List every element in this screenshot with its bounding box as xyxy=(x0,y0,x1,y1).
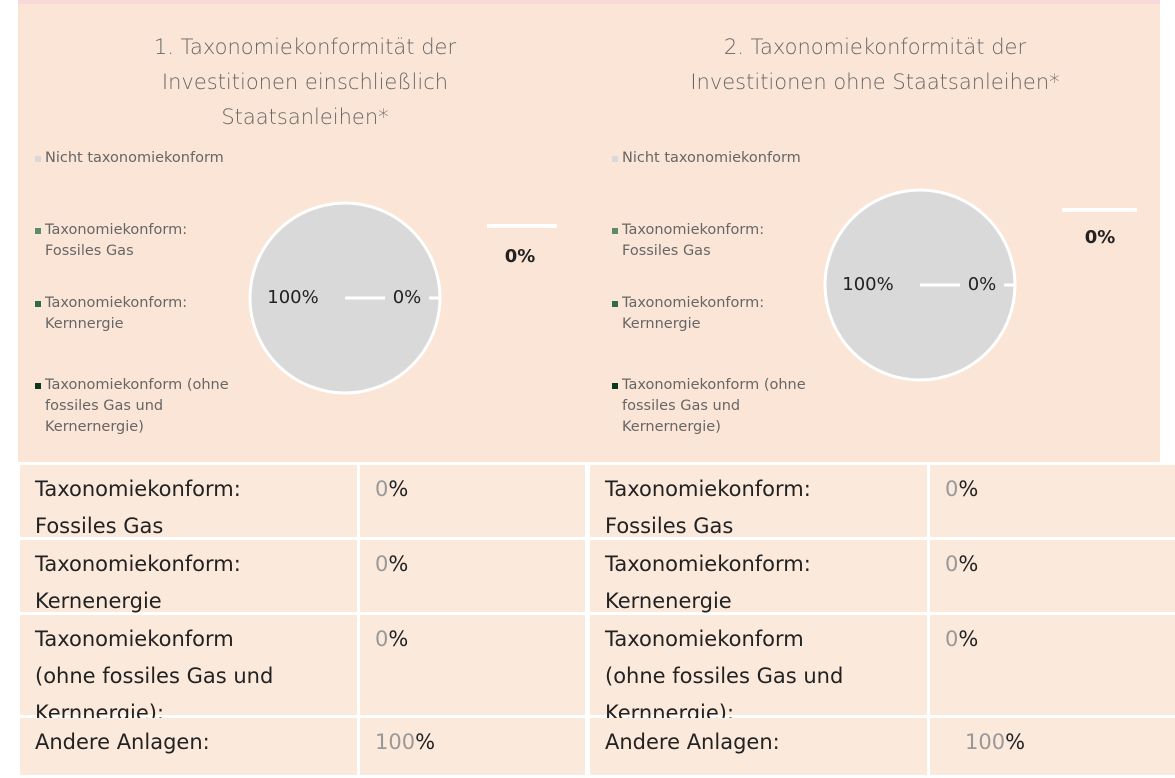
data-label: 0% xyxy=(505,246,536,267)
cell-label: Taxonomiekonform (ohne fossiles Gas und … xyxy=(605,627,844,725)
cell-label: Taxonomiekonform: Kernenergie xyxy=(605,552,811,613)
legend-item: Taxonomiekonform: Fossiles Gas xyxy=(612,220,812,262)
legend-label: Nicht taxonomiekonform xyxy=(622,150,801,166)
legend-label: Taxonomiekonform: Kernnergie xyxy=(622,295,765,332)
legend-swatch xyxy=(612,228,618,234)
table-cell: 0% xyxy=(930,615,1175,718)
table-cell: 0% xyxy=(360,540,585,615)
cell-value: 0 xyxy=(945,552,959,576)
legend-item: Taxonomiekonform (ohne fossiles Gas und … xyxy=(612,375,812,438)
data-label: 0% xyxy=(393,287,422,308)
table-cell: Taxonomiekonform: Fossiles Gas xyxy=(20,465,357,540)
legend-swatch xyxy=(35,301,41,307)
legend-label: Taxonomiekonform (ohne fossiles Gas und … xyxy=(45,377,229,435)
cell-value: 0 xyxy=(945,477,959,501)
table-cell: Andere Anlagen: xyxy=(20,718,357,778)
table-cell: 0% xyxy=(930,465,1175,540)
legend-item: Nicht taxonomiekonform xyxy=(612,148,812,169)
table-cell: 100% xyxy=(930,718,1175,778)
label-bg xyxy=(960,273,1004,297)
table-cell: Taxonomiekonform (ohne fossiles Gas und … xyxy=(590,615,927,725)
cell-label: Taxonomiekonform: Fossiles Gas xyxy=(35,477,241,538)
legend-item: Taxonomiekonform: Kernnergie xyxy=(35,293,235,335)
legend-swatch xyxy=(612,156,618,162)
cell-label: Taxonomiekonform: Fossiles Gas xyxy=(605,477,811,538)
legend-item: Taxonomiekonform: Kernnergie xyxy=(612,293,812,335)
cell-value: 0 xyxy=(945,627,959,651)
legend-item: Taxonomiekonform (ohne fossiles Gas und … xyxy=(35,375,235,438)
chart-title: 2. Taxonomiekonformität der Investitione… xyxy=(690,35,1060,94)
table-cell: Taxonomiekonform: Kernenergie xyxy=(590,540,927,615)
legend-label: Taxonomiekonform (ohne fossiles Gas und … xyxy=(622,377,806,435)
data-label: 100% xyxy=(267,287,318,308)
legend-item: Nicht taxonomiekonform xyxy=(35,148,235,169)
cell-label: Taxonomiekonform (ohne fossiles Gas und … xyxy=(35,627,274,725)
cell-unit: % xyxy=(388,627,409,651)
table-cell: 0% xyxy=(360,615,585,718)
legend-swatch xyxy=(35,383,41,389)
table-cell: 0% xyxy=(360,465,585,540)
legend-item: Taxonomiekonform: Fossiles Gas xyxy=(35,220,235,262)
cell-unit: % xyxy=(958,627,979,651)
legend-label: Taxonomiekonform: Kernnergie xyxy=(45,295,188,332)
cell-unit: % xyxy=(415,730,436,754)
legend-label: Nicht taxonomiekonform xyxy=(45,150,224,166)
legend-swatch xyxy=(35,228,41,234)
legend-swatch xyxy=(612,383,618,389)
table-cell: 0% xyxy=(930,540,1175,615)
cell-unit: % xyxy=(388,552,409,576)
cell-value: 100 xyxy=(375,730,416,754)
cell-label: Taxonomiekonform: Kernenergie xyxy=(35,552,241,613)
legend-label: Taxonomiekonform: Fossiles Gas xyxy=(622,222,765,259)
data-label: 0% xyxy=(1085,227,1116,248)
cell-unit: % xyxy=(388,477,409,501)
legend-swatch xyxy=(35,156,41,162)
cell-value: 0 xyxy=(375,477,389,501)
table-cell: 100% xyxy=(360,718,585,778)
cell-label: Andere Anlagen: xyxy=(605,730,780,754)
table-cell: Taxonomiekonform: Fossiles Gas xyxy=(590,465,927,540)
cell-unit: % xyxy=(958,477,979,501)
cell-unit: % xyxy=(1005,730,1026,754)
cell-value: 0 xyxy=(375,627,389,651)
data-label: 100% xyxy=(842,274,893,295)
chart-title: 1. Taxonomiekonformität der Investitione… xyxy=(153,35,457,129)
cell-value: 100 xyxy=(965,730,1006,754)
label-bg xyxy=(385,286,429,310)
cell-label: Andere Anlagen: xyxy=(35,730,210,754)
legend-swatch xyxy=(612,301,618,307)
data-label: 0% xyxy=(968,274,997,295)
table-cell: Taxonomiekonform: Kernenergie xyxy=(20,540,357,615)
legend-label: Taxonomiekonform: Fossiles Gas xyxy=(45,222,188,259)
table-cell: Taxonomiekonform (ohne fossiles Gas und … xyxy=(20,615,357,725)
table-cell: Andere Anlagen: xyxy=(590,718,927,778)
cell-unit: % xyxy=(958,552,979,576)
cell-value: 0 xyxy=(375,552,389,576)
